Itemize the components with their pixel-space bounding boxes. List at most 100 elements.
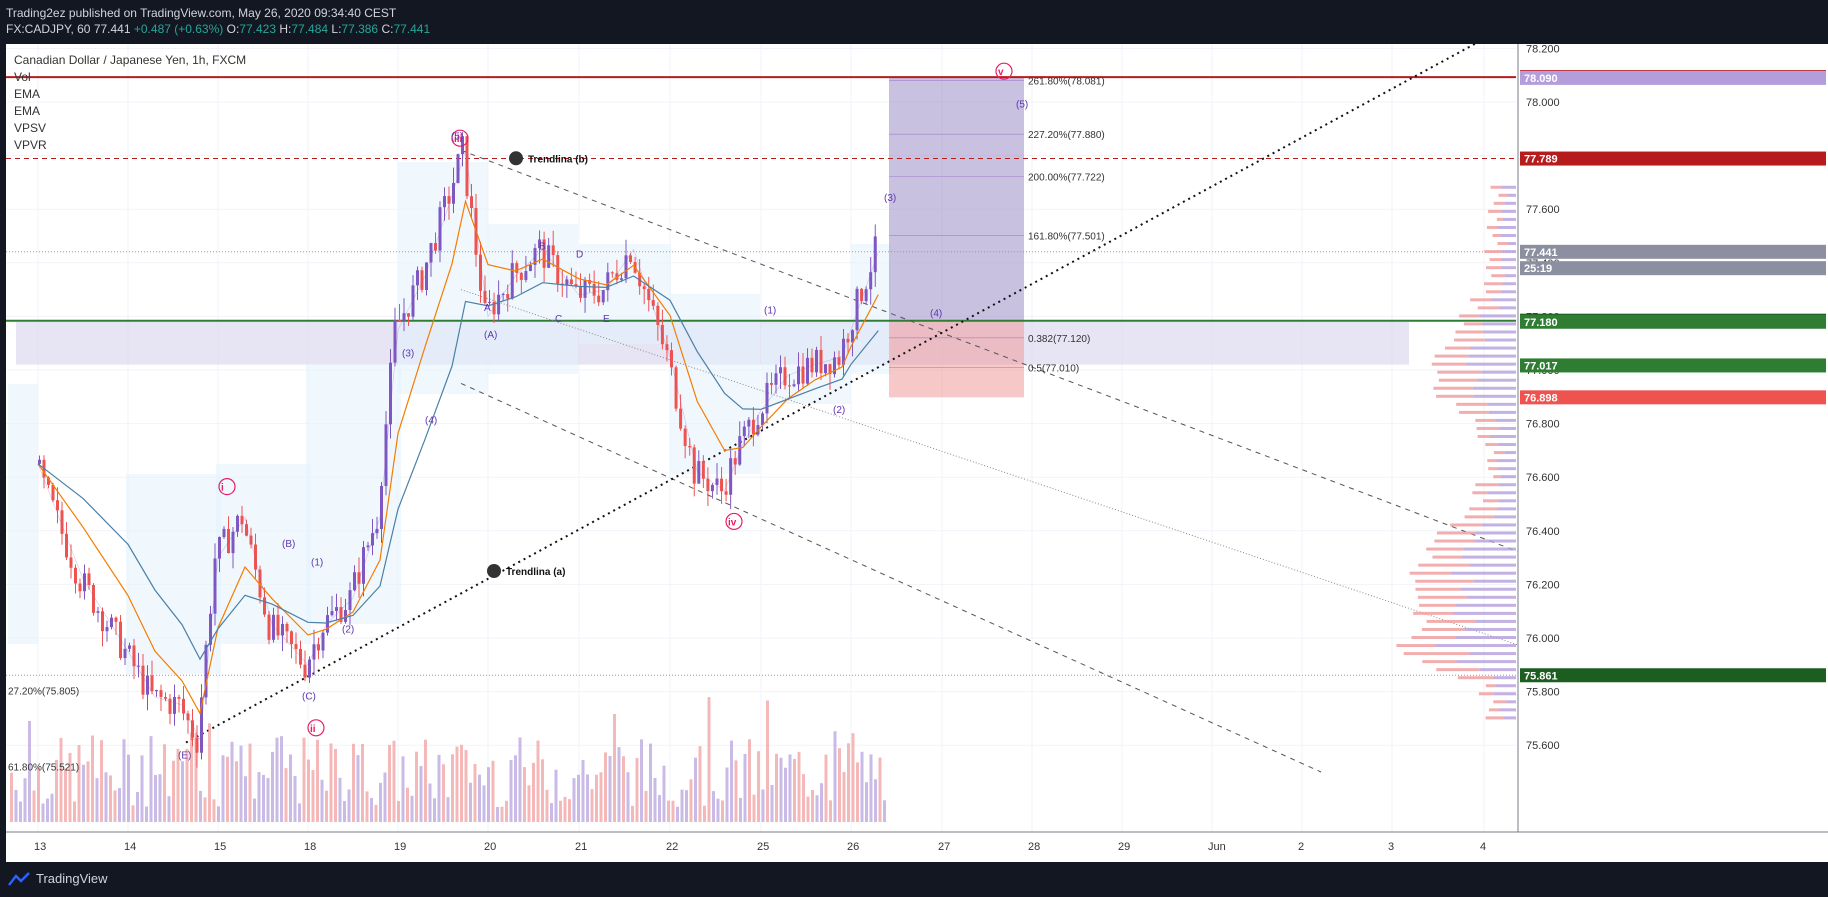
- volume-profile-down: [1417, 595, 1467, 599]
- volume-bar: [23, 778, 27, 822]
- volume-bar: [775, 753, 778, 822]
- volume-bar: [338, 777, 342, 822]
- volume-profile-down: [1464, 515, 1494, 519]
- candle-body: [510, 263, 514, 299]
- volume-profile-up: [1495, 684, 1516, 688]
- volume-bar: [226, 756, 229, 822]
- volume-bar: [743, 753, 747, 822]
- volume-profile-down: [1485, 266, 1501, 270]
- volume-profile-down: [1434, 354, 1469, 358]
- candle-body: [209, 613, 212, 645]
- candle-body: [330, 611, 334, 616]
- candle-body: [624, 255, 628, 279]
- candle-body: [249, 535, 253, 545]
- legend-ema-2[interactable]: EMA: [14, 104, 41, 118]
- legend-ema-1[interactable]: EMA: [14, 87, 41, 101]
- candle-body: [774, 373, 778, 385]
- tradingview-logo[interactable]: TradingView: [8, 871, 108, 886]
- price-tag-label: 77.441: [1524, 247, 1558, 259]
- publish-info: Trading2ez published on TradingView.com,…: [6, 6, 397, 20]
- volume-bar: [302, 737, 306, 822]
- volume-bar: [518, 737, 522, 822]
- volume-profile-down: [1419, 603, 1457, 607]
- volume-bar: [248, 743, 252, 822]
- price-tag-label: 75.861: [1524, 670, 1558, 682]
- volume-profile-down: [1498, 193, 1508, 197]
- x-tick-label: 27: [938, 841, 950, 853]
- candle-body: [715, 478, 719, 485]
- volume-bar: [347, 789, 351, 822]
- candle-body: [141, 665, 145, 695]
- candle-body: [204, 644, 208, 698]
- volume-bar: [82, 764, 85, 822]
- volume-bar: [104, 772, 108, 822]
- price-chart[interactable]: 261.80%(78.081) 227.20%(77.880) 200.00%(77…: [6, 44, 1828, 862]
- candle-body: [92, 585, 95, 613]
- channel-lower-line: [460, 382, 1322, 773]
- price-tag-label: 77.789: [1524, 154, 1558, 166]
- candle-body: [240, 515, 244, 525]
- trendline-a: [185, 44, 1477, 744]
- volume-bar: [401, 756, 405, 822]
- candle-body: [164, 697, 167, 699]
- volume-bar: [109, 775, 112, 822]
- volume-bar: [379, 782, 382, 822]
- volume-bar: [856, 762, 859, 822]
- legend-vol[interactable]: Vol: [14, 70, 31, 84]
- candle-body: [828, 364, 832, 375]
- candle-body: [114, 617, 118, 622]
- candle-body: [679, 408, 683, 429]
- fib-label: 61.80%(75.521): [8, 762, 79, 773]
- x-tick-label: 28: [1028, 841, 1040, 853]
- volume-bar: [77, 745, 81, 822]
- volume-bar: [505, 800, 508, 822]
- volume-profile-down: [1436, 668, 1480, 672]
- volume-profile-up: [1463, 547, 1516, 551]
- volume-bar: [599, 772, 603, 822]
- candle-body: [312, 644, 316, 660]
- volume-bar: [55, 759, 58, 822]
- volume-bar: [284, 768, 288, 822]
- candle-body: [69, 557, 73, 568]
- volume-bar: [158, 774, 162, 822]
- candle-body: [674, 367, 678, 409]
- candle-body: [538, 239, 542, 249]
- legend-vpvr[interactable]: VPVR: [14, 138, 47, 152]
- candle-body: [629, 255, 633, 263]
- candle-body: [497, 294, 501, 315]
- volume-bar: [842, 771, 846, 822]
- wave-label: (1): [764, 306, 776, 317]
- chart-area[interactable]: 261.80%(78.081) 227.20%(77.880) 200.00%(77…: [6, 44, 1828, 862]
- volume-bar: [680, 789, 684, 822]
- volume-profile-down: [1484, 282, 1503, 286]
- candle-body: [706, 478, 710, 492]
- volume-bar: [671, 800, 675, 822]
- trendline-label: Trendlina (b): [528, 154, 588, 165]
- volume-bar: [473, 764, 477, 822]
- y-tick-label: 76.200: [1526, 579, 1560, 591]
- candle-body: [272, 614, 275, 640]
- volume-bar: [365, 791, 369, 822]
- candle-body: [398, 319, 401, 321]
- x-tick-label: Jun: [1208, 841, 1226, 853]
- volume-profile-down: [1472, 491, 1488, 495]
- volume-profile-down: [1432, 555, 1462, 559]
- candle-body: [765, 382, 769, 414]
- price-tag: [1520, 314, 1826, 329]
- candle-body: [501, 293, 505, 295]
- volume-profile-up: [1497, 507, 1516, 511]
- volume-bar: [316, 739, 319, 822]
- volume-bar: [37, 767, 40, 822]
- volume-profile-up: [1497, 467, 1516, 471]
- volume-bar: [442, 764, 445, 822]
- volume-profile-up: [1495, 418, 1516, 422]
- candle-body: [254, 544, 257, 570]
- volume-bar: [496, 806, 499, 822]
- tradingview-icon: [8, 871, 30, 886]
- candle-body: [556, 255, 560, 284]
- x-tick-label: 20: [484, 841, 496, 853]
- legend-vpsv[interactable]: VPSV: [14, 121, 47, 135]
- wave-circle: [451, 129, 469, 147]
- volume-profile-down: [1488, 209, 1501, 213]
- x-tick-label: 29: [1118, 841, 1130, 853]
